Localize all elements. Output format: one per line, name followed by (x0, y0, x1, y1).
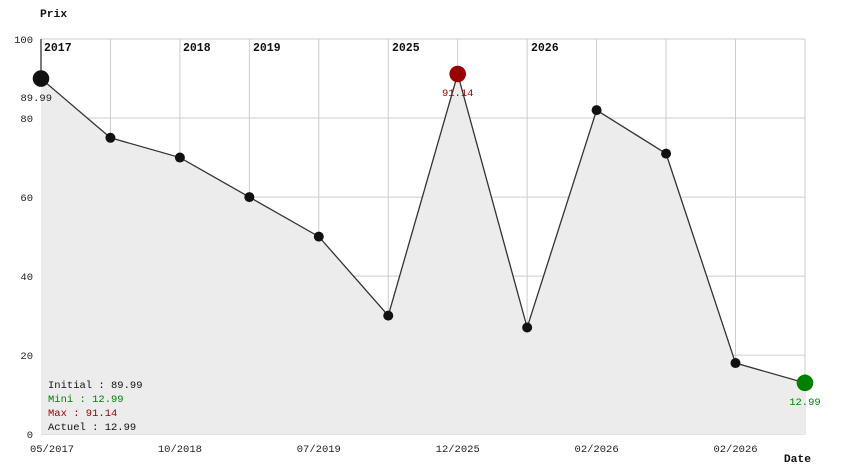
svg-text:2018: 2018 (183, 42, 211, 55)
svg-text:02/2026: 02/2026 (713, 444, 757, 456)
svg-text:2017: 2017 (44, 42, 72, 55)
svg-text:100: 100 (14, 35, 33, 47)
svg-text:80: 80 (20, 114, 33, 126)
svg-text:Initial : 89.99: Initial : 89.99 (48, 380, 143, 392)
svg-text:2019: 2019 (253, 42, 281, 55)
svg-text:Date: Date (784, 454, 811, 466)
svg-text:05/2017: 05/2017 (30, 444, 74, 456)
svg-text:40: 40 (20, 272, 33, 284)
svg-text:07/2019: 07/2019 (297, 444, 341, 456)
svg-text:Actuel : 12.99: Actuel : 12.99 (48, 422, 136, 434)
svg-text:Max : 91.14: Max : 91.14 (48, 408, 117, 420)
svg-text:91.14: 91.14 (442, 88, 474, 100)
svg-text:2025: 2025 (392, 42, 420, 55)
svg-text:0: 0 (27, 430, 33, 442)
svg-text:2026: 2026 (531, 42, 559, 55)
svg-text:10/2018: 10/2018 (158, 444, 202, 456)
svg-text:20: 20 (20, 351, 33, 363)
svg-text:Mini : 12.99: Mini : 12.99 (48, 394, 124, 406)
svg-text:60: 60 (20, 193, 33, 205)
svg-text:Prix: Prix (40, 9, 67, 21)
svg-text:02/2026: 02/2026 (575, 444, 619, 456)
svg-text:89.99: 89.99 (20, 93, 52, 105)
svg-text:12.99: 12.99 (789, 397, 821, 409)
svg-text:12/2025: 12/2025 (436, 444, 480, 456)
